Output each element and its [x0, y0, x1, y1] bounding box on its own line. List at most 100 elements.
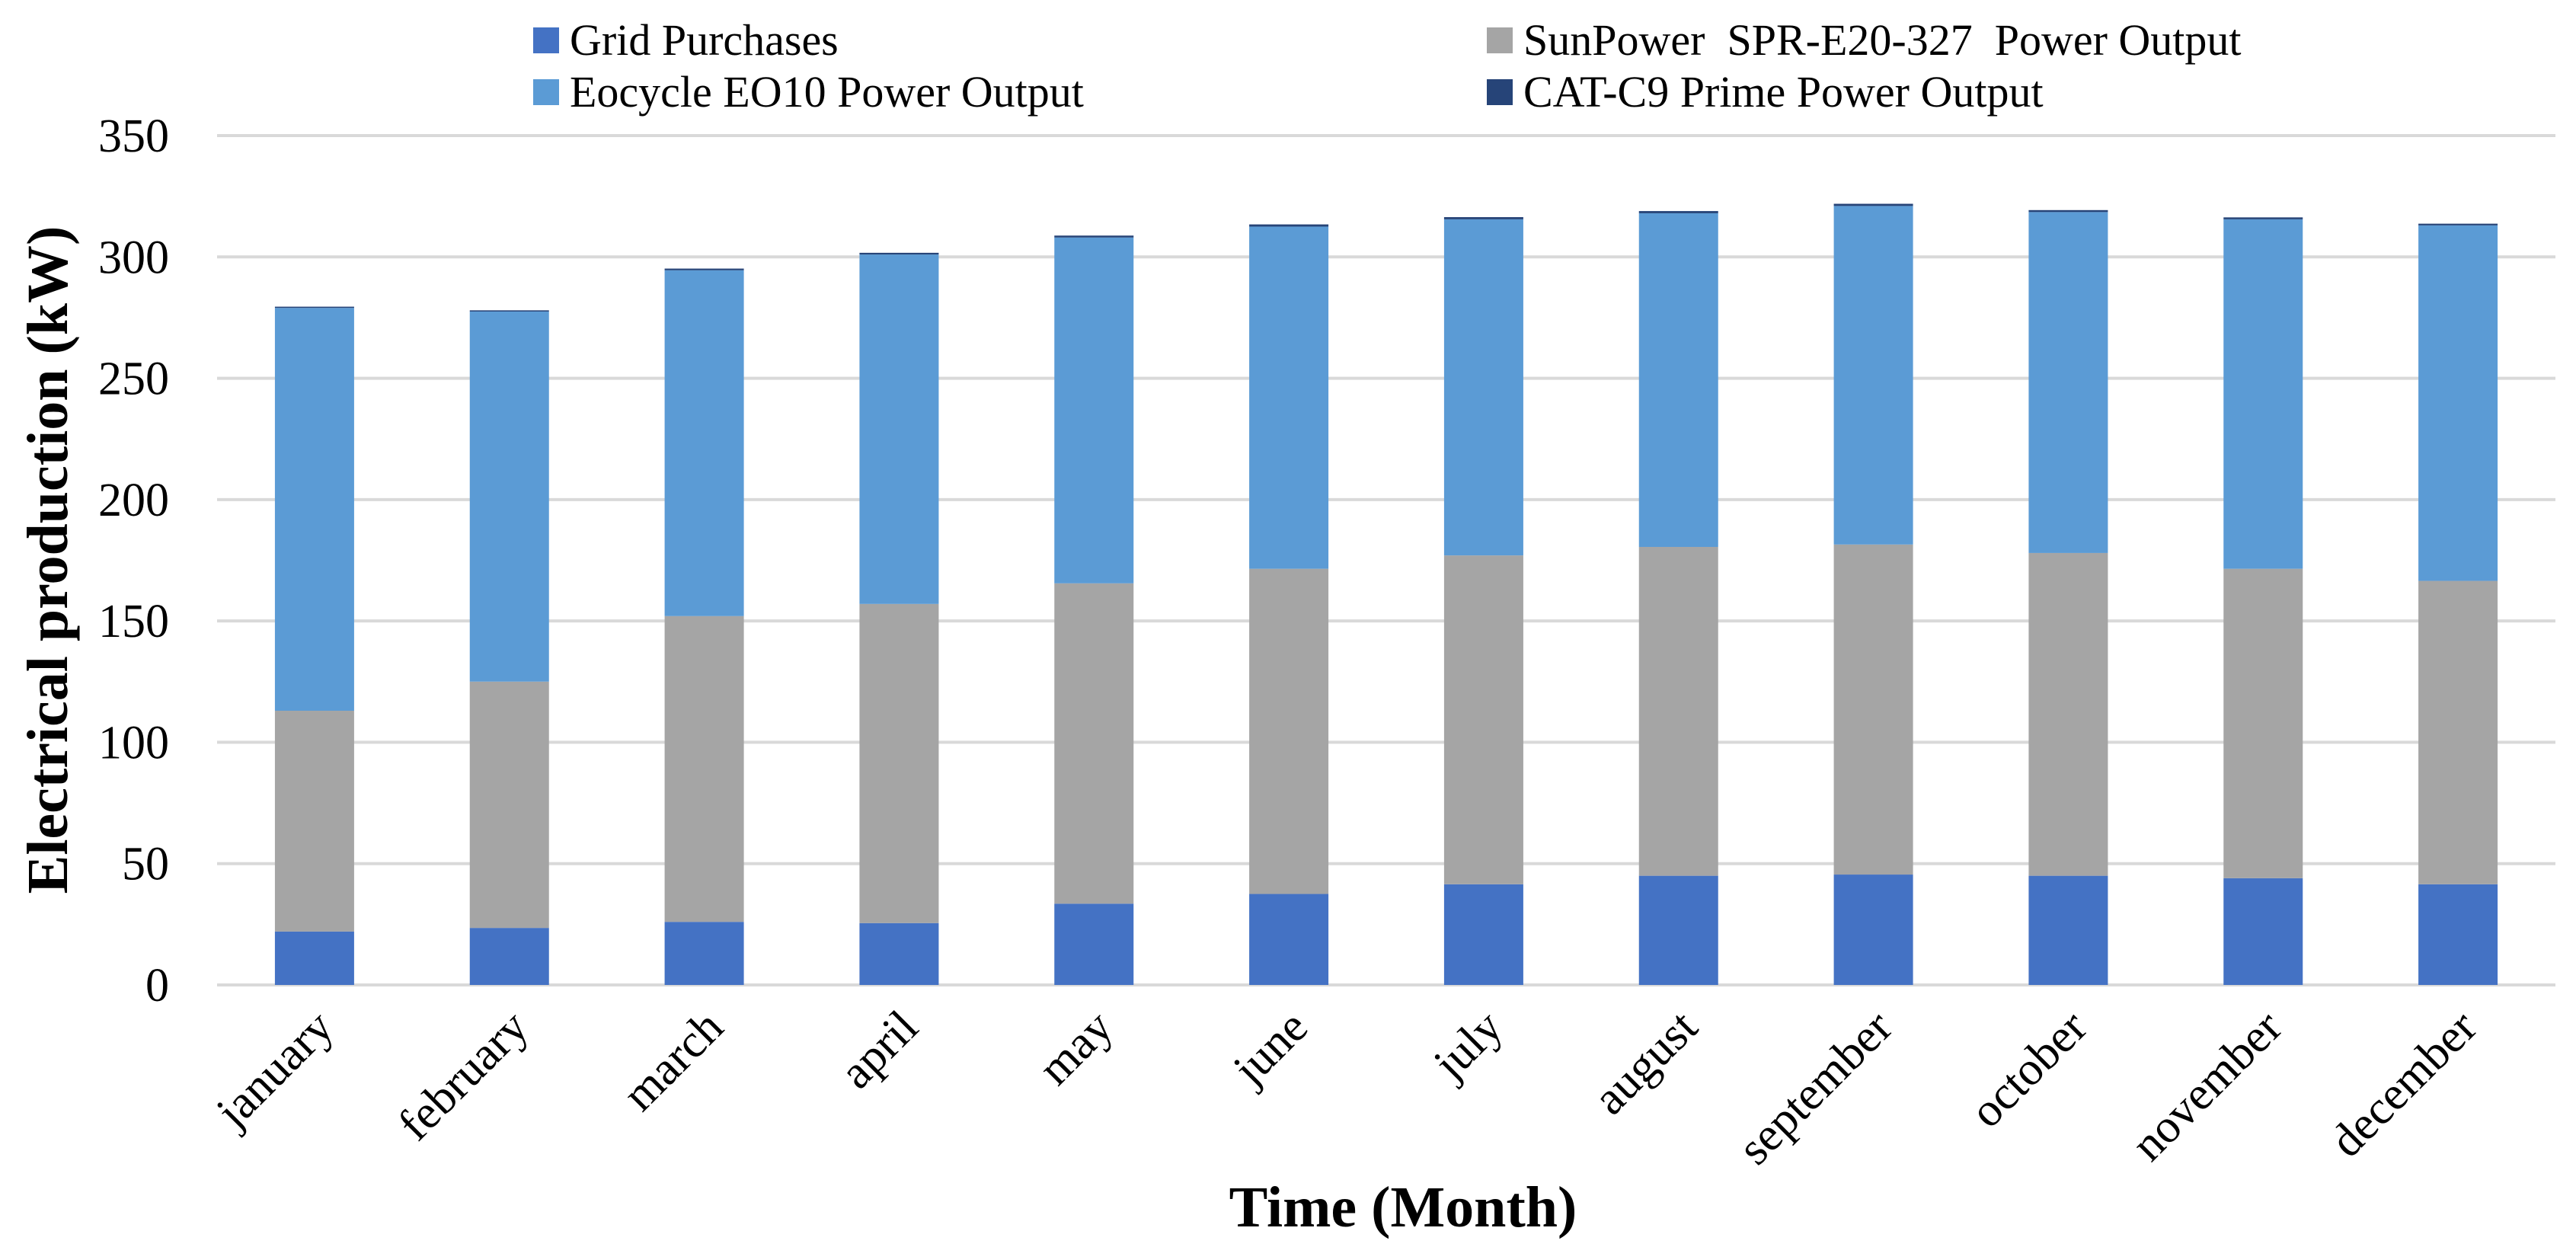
bar-segment-eocycle	[664, 270, 744, 616]
legend-item: SunPower SPR-E20-327 Power Output	[1487, 15, 2242, 65]
x-tick-label: february	[388, 1001, 539, 1151]
bar-segment-grid-purchases	[1054, 903, 1134, 985]
legend-label: CAT-C9 Prime Power Output	[1523, 67, 2044, 117]
bar-stack-may	[1054, 235, 1134, 985]
bar-segment-sunpower	[1833, 544, 1913, 875]
bar-segment-cat-c9	[2028, 209, 2108, 213]
bar-stack-september	[1833, 203, 1913, 985]
bar-segment-cat-c9	[469, 310, 549, 312]
x-tick-label: april	[830, 1001, 928, 1098]
x-axis-title: Time (Month)	[1229, 1175, 1577, 1239]
legend-item: CAT-C9 Prime Power Output	[1487, 67, 2044, 117]
bar-segment-sunpower	[1638, 546, 1718, 876]
x-tick-label: january	[206, 1001, 344, 1139]
legend-label: Eocycle EO10 Power Output	[570, 67, 1084, 117]
bar-stack-november	[2223, 217, 2303, 985]
bar-segment-eocycle	[274, 308, 354, 711]
y-tick-label: 350	[98, 110, 169, 162]
bar-segment-sunpower	[664, 616, 744, 922]
bar-segment-grid-purchases	[1833, 874, 1913, 985]
bar-segment-sunpower	[2028, 552, 2108, 876]
bar-segment-grid-purchases	[859, 922, 939, 985]
y-tick-label: 50	[122, 839, 169, 890]
y-tick-label: 250	[98, 353, 169, 405]
legend: Grid Purchases SunPower SPR-E20-327 Power…	[533, 15, 2242, 117]
y-axis-ticks: 0 50 100 150 200 250 300 350	[98, 110, 169, 1012]
y-tick-label: 300	[98, 232, 169, 283]
bar-segment-grid-purchases	[2028, 875, 2108, 985]
x-tick-label: july	[1423, 1001, 1513, 1091]
bar-segment-cat-c9	[1638, 211, 1718, 213]
bar-segment-sunpower	[469, 681, 549, 929]
y-tick-label: 100	[98, 717, 169, 769]
bar-segment-cat-c9	[1833, 203, 1913, 206]
bar-segment-cat-c9	[274, 306, 354, 309]
bar-stack-july	[1443, 217, 1523, 985]
y-tick-label: 0	[145, 960, 169, 1012]
x-tick-label: october	[1961, 1001, 2098, 1138]
bar-segment-cat-c9	[859, 252, 939, 255]
bar-segment-sunpower	[274, 711, 354, 932]
x-tick-label: june	[1222, 1001, 1318, 1096]
bar-segment-sunpower	[2418, 580, 2498, 884]
bar-segment-grid-purchases	[469, 928, 549, 985]
legend-item: Grid Purchases	[533, 15, 839, 65]
bar-segment-sunpower	[859, 603, 939, 923]
bar-stack-february	[469, 310, 549, 985]
bar-segment-eocycle	[2028, 212, 2108, 553]
gridlines	[217, 134, 2555, 986]
x-tick-label: march	[613, 1001, 733, 1121]
legend-swatch	[533, 27, 559, 53]
bar-segment-eocycle	[2418, 225, 2498, 581]
bar-segment-sunpower	[2223, 568, 2303, 878]
bar-segment-cat-c9	[1054, 235, 1134, 238]
legend-label: SunPower SPR-E20-327 Power Output	[1523, 15, 2242, 65]
bar-stack-october	[2028, 209, 2108, 985]
bar-segment-eocycle	[2223, 219, 2303, 569]
bar-segment-eocycle	[1249, 226, 1329, 569]
bar-segment-grid-purchases	[1638, 875, 1718, 985]
legend-swatch	[1487, 27, 1513, 53]
legend-label: Grid Purchases	[570, 15, 839, 65]
bar-segment-grid-purchases	[274, 931, 354, 985]
bar-segment-eocycle	[1638, 213, 1718, 547]
bar-segment-eocycle	[1054, 237, 1134, 584]
bar-segment-grid-purchases	[1249, 894, 1329, 985]
bar-segment-cat-c9	[664, 268, 744, 270]
legend-swatch	[533, 79, 559, 105]
y-tick-label: 200	[98, 475, 169, 526]
bar-segment-cat-c9	[1443, 217, 1523, 219]
y-tick-label: 150	[98, 596, 169, 647]
bar-segment-cat-c9	[2223, 217, 2303, 219]
bar-segment-grid-purchases	[1443, 884, 1523, 985]
x-tick-label: november	[2122, 1001, 2293, 1172]
bar-segment-sunpower	[1249, 568, 1329, 894]
x-axis-ticks: january february march april may june july augu…	[206, 1001, 2487, 1175]
bar-stack-april	[859, 252, 939, 985]
bar-segment-cat-c9	[1249, 224, 1329, 227]
x-tick-label: august	[1584, 1001, 1708, 1125]
bar-stack-august	[1638, 211, 1718, 985]
bar-segment-cat-c9	[2418, 223, 2498, 225]
bar-segment-eocycle	[859, 254, 939, 604]
x-tick-label: december	[2321, 1001, 2488, 1168]
bar-stack-december	[2418, 223, 2498, 985]
bar-stack-march	[664, 268, 744, 985]
bar-stack-january	[274, 306, 354, 985]
legend-item: Eocycle EO10 Power Output	[533, 67, 1084, 117]
bar-segment-grid-purchases	[2223, 878, 2303, 985]
legend-swatch	[1487, 79, 1513, 105]
bar-segment-sunpower	[1443, 555, 1523, 884]
bar-segment-eocycle	[1833, 206, 1913, 545]
bar-segment-eocycle	[469, 311, 549, 682]
bar-stacks	[274, 203, 2498, 985]
y-axis-title: Electrical production (kW)	[16, 226, 80, 894]
bar-segment-grid-purchases	[664, 922, 744, 985]
bar-stack-june	[1249, 224, 1329, 985]
x-tick-label: may	[1029, 1001, 1123, 1095]
bar-segment-eocycle	[1443, 219, 1523, 556]
bar-segment-grid-purchases	[2418, 884, 2498, 985]
x-tick-label: september	[1728, 1001, 1902, 1175]
bar-segment-sunpower	[1054, 583, 1134, 904]
